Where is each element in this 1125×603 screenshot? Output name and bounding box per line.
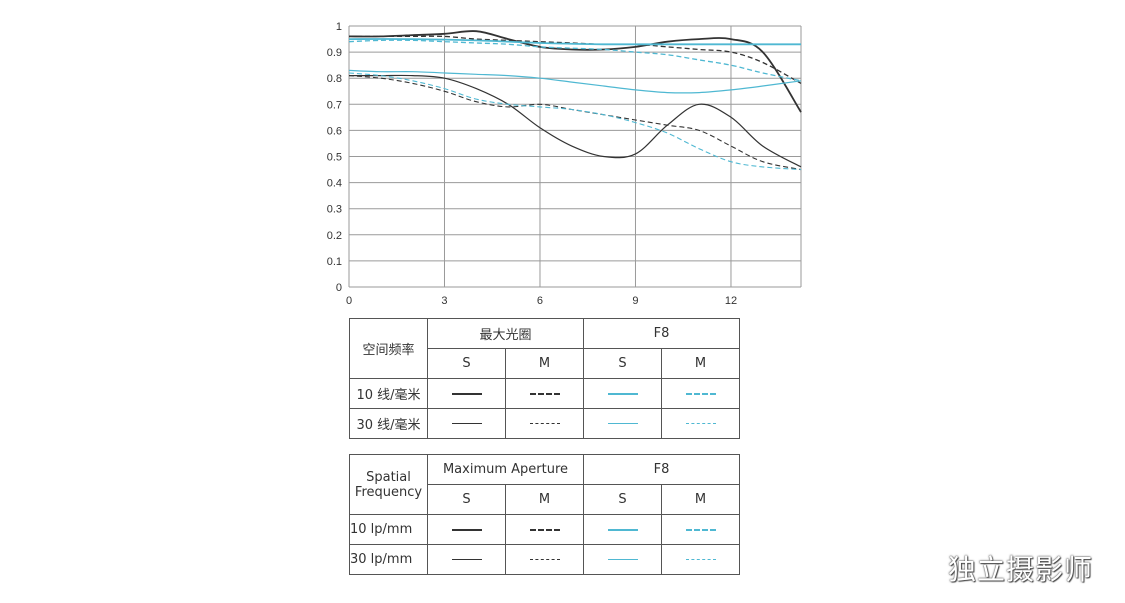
- meridional-label: M: [505, 484, 584, 515]
- swatch-10-s-f8: [583, 514, 662, 545]
- x-axis-ticks: 0 3 6 9 12: [346, 295, 737, 307]
- series-line-5: [348, 39, 802, 82]
- spatial-frequency-line1: Spatial: [366, 469, 411, 485]
- row-label-10: 10 lp/mm: [349, 514, 428, 545]
- swatch-30-m-f8: [661, 408, 740, 439]
- f8-header: F8: [583, 318, 740, 349]
- y-tick-label: 0: [336, 282, 342, 294]
- spatial-frequency-line2: Frequency: [354, 484, 423, 500]
- chart-series: [348, 30, 802, 171]
- swatch-30-m-max: [505, 544, 584, 575]
- legend-table-chinese: 空间频率 最大光圈 F8 S M S M 10 线/毫米 30 线/毫米: [349, 318, 740, 439]
- swatch-30-s-max: [427, 544, 506, 575]
- y-tick-label: 0.8: [327, 73, 342, 85]
- y-tick-label: 0.9: [327, 47, 342, 59]
- series-line-4: [348, 38, 801, 46]
- sagittal-label: S: [427, 348, 506, 379]
- swatch-10-s-max: [427, 514, 506, 545]
- swatch-30-m-max: [505, 408, 584, 439]
- f8-header: F8: [583, 454, 740, 485]
- swatch-10-m-f8: [661, 378, 740, 409]
- swatch-30-m-f8: [661, 544, 740, 575]
- y-tick-label: 0.1: [327, 256, 342, 268]
- swatch-10-s-f8: [583, 378, 662, 409]
- series-line-2: [348, 74, 802, 168]
- spatial-frequency-header: 空间频率: [349, 318, 428, 379]
- sagittal-label: S: [583, 484, 662, 515]
- y-tick-label: 0.5: [327, 152, 342, 164]
- y-tick-label: 0.2: [327, 230, 342, 242]
- swatch-10-m-f8: [661, 514, 740, 545]
- row-label-30: 30 lp/mm: [349, 544, 428, 575]
- sagittal-label: S: [583, 348, 662, 379]
- max-aperture-header: 最大光圈: [427, 318, 584, 349]
- swatch-10-m-max: [505, 514, 584, 545]
- swatch-10-m-max: [505, 378, 584, 409]
- y-tick-label: 1: [336, 21, 342, 33]
- x-tick-label: 0: [346, 295, 352, 307]
- watermark-text: 独立摄影师: [948, 553, 1094, 586]
- row-label-10: 10 线/毫米: [349, 378, 428, 409]
- chart-grid: [348, 25, 802, 288]
- series-line-6: [348, 69, 802, 94]
- legend-table-english: Spatial Frequency Maximum Aperture F8 S …: [349, 454, 740, 575]
- y-tick-label: 0.7: [327, 99, 342, 111]
- x-tick-label: 12: [725, 295, 737, 307]
- meridional-label: M: [505, 348, 584, 379]
- series-line-1: [348, 35, 802, 84]
- row-label-30: 30 线/毫米: [349, 408, 428, 439]
- y-tick-label: 0.3: [327, 204, 342, 216]
- y-tick-label: 0.4: [327, 178, 342, 190]
- x-tick-label: 9: [632, 295, 638, 307]
- swatch-10-s-max: [427, 378, 506, 409]
- y-tick-label: 0.6: [327, 125, 342, 137]
- y-axis-ticks: 0 0.1 0.2 0.3 0.4 0.5 0.6 0.7 0.8 0.9 1: [327, 21, 342, 294]
- max-aperture-header: Maximum Aperture: [427, 454, 584, 485]
- mtf-chart: 0 0.1 0.2 0.3 0.4 0.5 0.6 0.7 0.8 0.9 1 0 3 6 9 12: [327, 21, 802, 307]
- spatial-frequency-header: Spatial Frequency: [349, 454, 428, 515]
- meridional-label: M: [661, 484, 740, 515]
- swatch-30-s-f8: [583, 408, 662, 439]
- sagittal-label: S: [427, 484, 506, 515]
- series-line-0: [348, 30, 802, 113]
- swatch-30-s-max: [427, 408, 506, 439]
- x-tick-label: 3: [441, 295, 447, 307]
- series-line-7: [348, 72, 802, 171]
- x-tick-label: 6: [537, 295, 543, 307]
- swatch-30-s-f8: [583, 544, 662, 575]
- meridional-label: M: [661, 348, 740, 379]
